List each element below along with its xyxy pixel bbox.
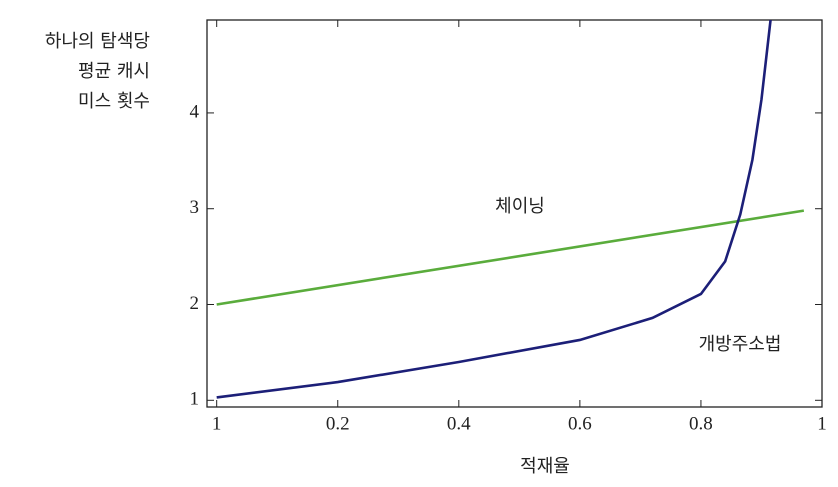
x-tick-label: 0.2 <box>326 413 350 434</box>
x-tick-label: 1 <box>212 413 222 434</box>
y-tick-label: 2 <box>190 293 200 314</box>
x-tick-label: 0.8 <box>689 413 713 434</box>
series-line <box>216 209 805 306</box>
y-axis-label: 하나의 탐색당 <box>45 31 150 52</box>
y-axis-label: 평균 캐시 <box>78 61 150 82</box>
y-axis-label: 미스 횟수 <box>78 91 150 112</box>
plot-frame <box>206 19 823 408</box>
series-label: 체이닝 <box>495 196 545 217</box>
x-tick-label: 0.4 <box>447 413 471 434</box>
series-label: 개방주소법 <box>699 334 782 355</box>
y-tick-label: 1 <box>190 389 200 410</box>
y-tick-label: 3 <box>190 197 200 218</box>
x-tick-label: 1 <box>817 413 827 434</box>
y-tick-label: 4 <box>190 101 200 122</box>
series-line <box>216 19 772 399</box>
x-tick-label: 0.6 <box>568 413 592 434</box>
x-axis-label: 적재율 <box>520 456 570 477</box>
